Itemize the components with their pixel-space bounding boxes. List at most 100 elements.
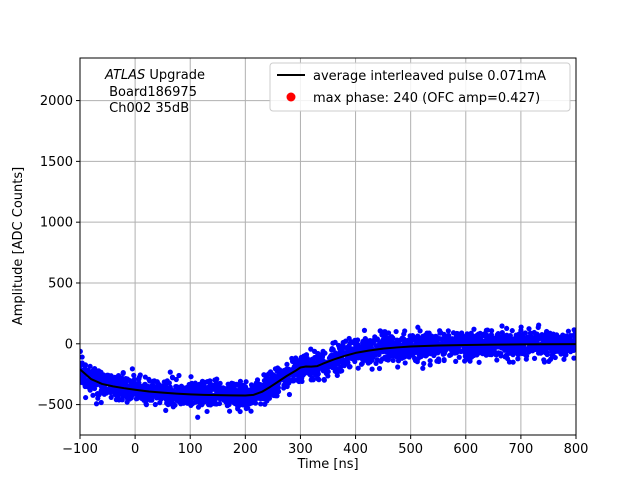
sample-point xyxy=(329,352,335,358)
sample-point xyxy=(498,353,504,359)
annotation-line-1: ATLAS Upgrade xyxy=(104,68,205,83)
sample-point xyxy=(499,323,505,329)
sample-point xyxy=(427,362,433,368)
sample-point xyxy=(442,348,448,355)
sample-point xyxy=(395,364,401,370)
sample-point xyxy=(98,399,104,406)
annotation-upgrade: Upgrade xyxy=(145,68,205,83)
sample-point xyxy=(286,391,293,398)
sample-point xyxy=(174,396,180,402)
sample-point xyxy=(373,351,379,358)
sample-point xyxy=(382,329,388,335)
sample-point xyxy=(235,404,241,410)
sample-point xyxy=(538,333,545,339)
sample-point xyxy=(325,369,331,375)
sample-point xyxy=(488,332,494,338)
sample-point xyxy=(239,398,245,404)
sample-point xyxy=(243,379,249,385)
sample-point xyxy=(80,354,85,360)
sample-point xyxy=(311,348,318,354)
sample-point xyxy=(237,378,244,384)
sample-point xyxy=(289,358,296,364)
sample-point xyxy=(89,384,95,390)
sample-point xyxy=(373,360,379,367)
x-tick-label: 200 xyxy=(233,442,258,457)
sample-point xyxy=(315,367,321,373)
sample-point xyxy=(226,408,233,414)
sample-point xyxy=(199,402,205,408)
sample-point xyxy=(394,354,400,360)
sample-point xyxy=(456,354,462,360)
sample-point xyxy=(396,350,402,356)
sample-point xyxy=(355,365,361,371)
sample-point xyxy=(122,388,128,395)
sample-point xyxy=(170,387,176,394)
sample-point xyxy=(321,377,327,383)
x-tick-label: 600 xyxy=(453,442,478,457)
y-tick-label: −500 xyxy=(37,398,73,413)
sample-point xyxy=(432,333,439,339)
y-axis-label: Amplitude [ADC Counts] xyxy=(11,167,26,325)
sample-point xyxy=(413,339,420,345)
y-axis-ticks: −500 0 500 1000 1500 2000 xyxy=(37,94,80,413)
sample-point xyxy=(377,328,383,334)
sample-point xyxy=(526,326,532,332)
sample-point xyxy=(266,395,273,401)
sample-point xyxy=(330,340,336,346)
sample-point xyxy=(546,334,552,340)
sample-point xyxy=(296,378,302,385)
x-axis-ticks: −100 0 100 200 300 400 500 600 700 800 xyxy=(62,435,588,457)
sample-point xyxy=(402,352,408,358)
sample-point xyxy=(164,378,170,384)
sample-point xyxy=(520,331,527,337)
sample-point xyxy=(464,331,470,337)
sample-point xyxy=(107,388,113,394)
sample-point xyxy=(315,375,321,381)
sample-point xyxy=(420,365,426,371)
sample-point xyxy=(178,383,185,389)
sample-point xyxy=(462,353,468,359)
sample-point xyxy=(120,369,126,376)
sample-point xyxy=(248,408,254,414)
sample-point xyxy=(416,335,423,342)
sample-point xyxy=(309,359,315,365)
sample-point xyxy=(354,345,360,351)
sample-point xyxy=(152,401,158,408)
sample-point xyxy=(531,329,537,336)
sample-point xyxy=(129,366,135,372)
sample-point xyxy=(434,358,440,364)
sample-point xyxy=(225,386,232,392)
sample-point xyxy=(273,376,279,382)
sample-point xyxy=(158,396,164,402)
sample-point xyxy=(339,368,345,374)
sample-point xyxy=(341,363,347,369)
sample-point xyxy=(427,358,433,364)
sample-point xyxy=(459,332,465,338)
sample-point xyxy=(364,342,370,348)
y-tick-label: 1000 xyxy=(40,216,73,231)
sample-point xyxy=(271,392,277,399)
sample-point xyxy=(248,382,255,388)
sample-point xyxy=(108,394,114,400)
average-pulse-layer xyxy=(80,343,576,397)
sample-point xyxy=(437,330,443,336)
annotation-atlas: ATLAS xyxy=(104,68,145,83)
legend-label-max-phase: max phase: 240 (OFC amp=0.427) xyxy=(313,91,540,106)
sample-point xyxy=(138,385,144,391)
sample-point xyxy=(187,395,193,401)
sample-point xyxy=(116,380,122,387)
sample-point xyxy=(445,338,451,345)
sample-point xyxy=(415,324,421,330)
sample-point xyxy=(466,353,472,359)
sample-point xyxy=(159,383,165,390)
sample-point xyxy=(180,395,186,401)
sample-point xyxy=(263,374,269,380)
sample-point xyxy=(513,332,519,338)
sample-point xyxy=(345,360,351,366)
sample-point xyxy=(176,372,182,379)
sample-point xyxy=(524,335,530,341)
sample-point xyxy=(143,401,149,407)
sample-point xyxy=(92,366,98,372)
sample-point xyxy=(329,364,336,371)
sample-point xyxy=(517,344,523,351)
